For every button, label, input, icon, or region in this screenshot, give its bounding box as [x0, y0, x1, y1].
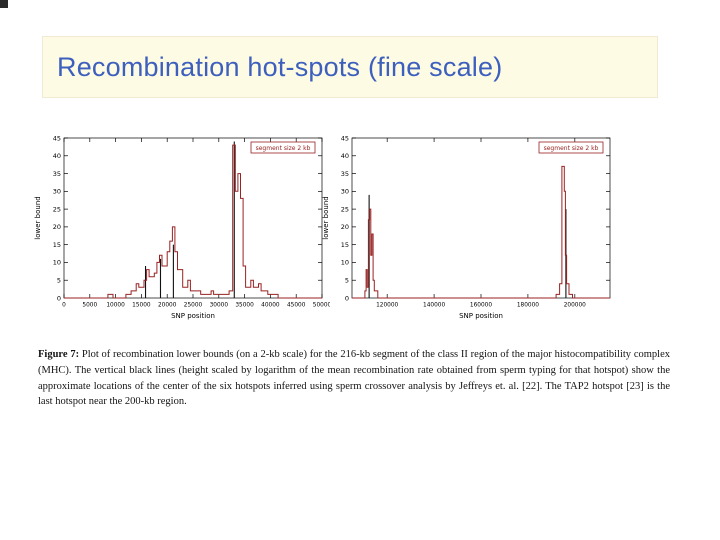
svg-text:30000: 30000 [210, 303, 229, 309]
svg-text:45: 45 [341, 134, 349, 142]
svg-text:35: 35 [341, 170, 349, 178]
recombination-chart-left: 0 5 10 15 20 25 30 35 40 45 0 5000 10000 15000 20000 25… [34, 134, 330, 320]
svg-text:20000: 20000 [158, 303, 177, 309]
svg-text:10: 10 [341, 259, 349, 267]
figure-panel: 0 5 10 15 20 25 30 35 40 45 0 5000 10000 15000 20000 25… [22, 122, 698, 422]
svg-text:0: 0 [345, 294, 349, 302]
svg-text:5: 5 [345, 277, 349, 285]
slide-title: Recombination hot-spots (fine scale) [57, 51, 503, 82]
svg-text:35: 35 [53, 170, 61, 178]
recombination-chart-right: 0 5 10 15 20 25 30 35 40 45 120000 140000 160000 1800… [322, 134, 611, 320]
svg-text:0: 0 [57, 294, 61, 302]
figure-caption: Figure 7: Plot of recombination lower bo… [38, 347, 670, 410]
svg-text:30: 30 [341, 188, 349, 196]
svg-text:15000: 15000 [132, 303, 151, 309]
svg-text:45: 45 [53, 134, 61, 142]
svg-text:140000: 140000 [423, 303, 445, 309]
svg-text:15: 15 [341, 241, 349, 249]
svg-text:25: 25 [341, 205, 349, 213]
svg-text:40000: 40000 [261, 303, 280, 309]
caption-label: Figure 7: [38, 349, 80, 360]
svg-text:50000: 50000 [313, 303, 330, 309]
svg-text:SNP position: SNP position [171, 312, 215, 320]
title-band: Recombination hot-spots (fine scale) [42, 36, 658, 98]
svg-text:5000: 5000 [82, 303, 97, 309]
caption-text: Plot of recombination lower bounds (on a… [38, 349, 670, 408]
svg-text:25000: 25000 [184, 303, 203, 309]
svg-text:segment size 2 kb: segment size 2 kb [256, 145, 311, 152]
svg-text:20: 20 [341, 223, 349, 231]
svg-text:0: 0 [62, 303, 66, 309]
svg-text:120000: 120000 [376, 303, 398, 309]
svg-text:10: 10 [53, 259, 61, 267]
svg-text:segment size 2 kb: segment size 2 kb [544, 145, 599, 152]
svg-text:30: 30 [53, 188, 61, 196]
svg-text:40: 40 [341, 152, 349, 160]
svg-text:45000: 45000 [287, 303, 306, 309]
svg-text:180000: 180000 [517, 303, 539, 309]
svg-text:35000: 35000 [235, 303, 254, 309]
svg-text:10000: 10000 [106, 303, 125, 309]
svg-text:40: 40 [53, 152, 61, 160]
svg-text:5: 5 [57, 277, 61, 285]
svg-text:15: 15 [53, 241, 61, 249]
svg-text:lower bound: lower bound [34, 196, 42, 239]
svg-text:200000: 200000 [564, 303, 586, 309]
svg-text:20: 20 [53, 223, 61, 231]
svg-text:160000: 160000 [470, 303, 492, 309]
svg-text:lower bound: lower bound [322, 196, 330, 239]
screen-corner-artifact [0, 0, 8, 8]
svg-text:SNP position: SNP position [459, 312, 503, 320]
svg-text:25: 25 [53, 205, 61, 213]
